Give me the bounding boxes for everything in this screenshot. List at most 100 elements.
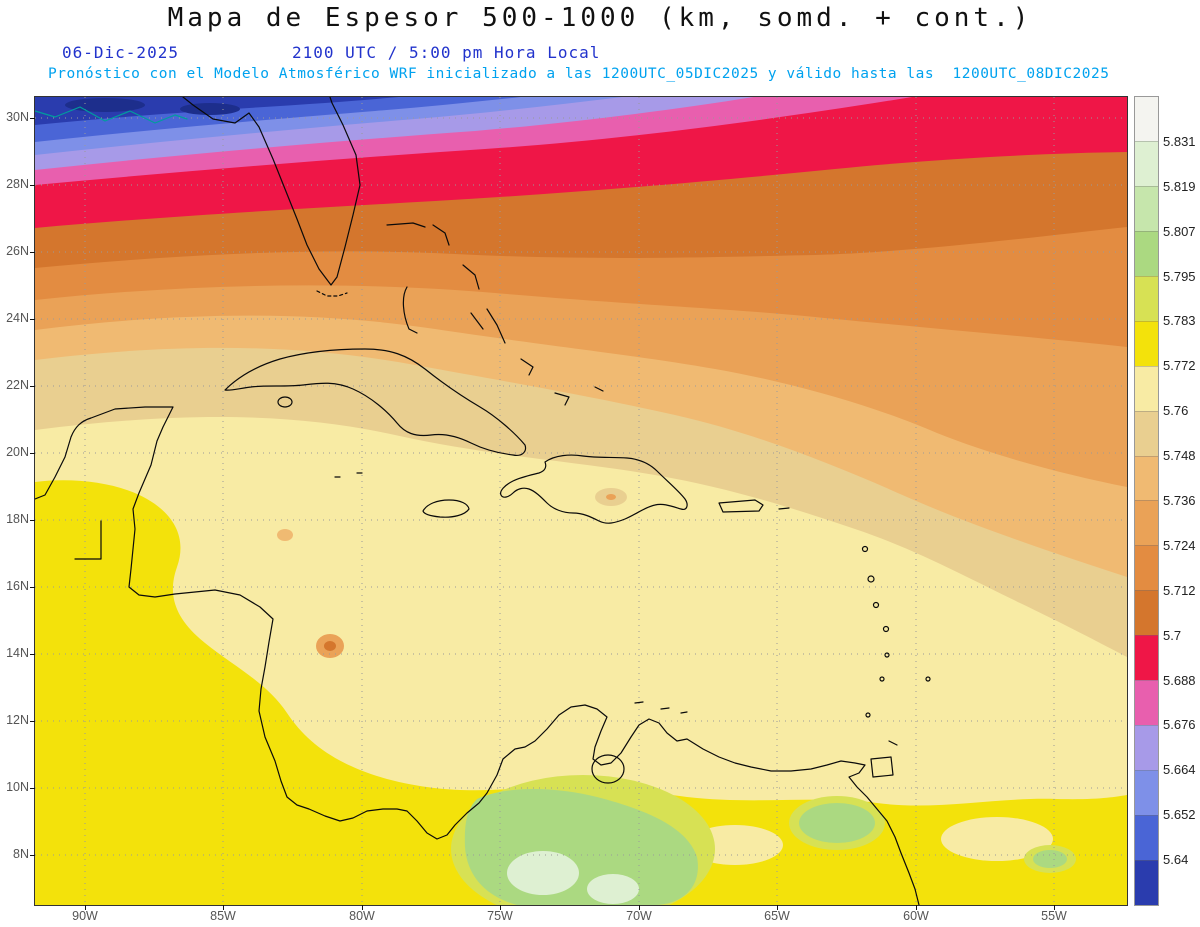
coastline-florida [182,97,361,286]
lat-axis-label: 20N [6,445,29,459]
lat-axis-label: 16N [6,579,29,593]
lon-axis-tick [223,905,224,910]
coastline-abc-islands [634,701,688,714]
colorbar-segment [1135,455,1158,501]
colorbar-segment [1135,500,1158,546]
lon-axis-label: 75W [487,909,513,923]
lat-axis-tick [30,654,35,655]
colorbar-value-label: 5.7 [1163,627,1182,643]
lat-axis-tick [30,520,35,521]
gulf-coast-teal-line [35,106,188,124]
colorbar-value-label: 5.831 [1163,133,1196,149]
band-5.795-5.807 [799,803,875,843]
coastline-florida-keys [316,290,348,297]
colorbar-value-label: 5.748 [1163,448,1196,464]
lon-axis-tick [916,905,917,910]
colorbar-value-label: 5.688 [1163,672,1196,688]
border-belize [74,520,102,560]
coastline-st-lucia [884,652,890,658]
colorbar-value-label: 5.652 [1163,807,1196,823]
colorbar-value-label: 5.664 [1163,762,1196,778]
map-plot-area: Sisπ– ONAMET/REP.DOM. [34,96,1128,906]
coastline-st-vincent [879,676,885,682]
lat-axis-label: 28N [6,177,29,191]
colorbar-value-label: 5.783 [1163,313,1196,329]
coastline-martinique [882,625,890,633]
coastline-virgin-islands [778,507,790,510]
colorbar-segment [1135,320,1158,366]
forecast-model-note: Pronóstico con el Modelo Atmosférico WRF… [48,66,1110,82]
colorbar-segment [1135,230,1158,276]
band-5.795-5.807 [1033,850,1067,868]
lat-axis-tick [30,721,35,722]
coastline-puerto-rico [718,499,764,513]
colorbar-segment [1135,815,1158,860]
lat-axis-label: 14N [6,646,29,660]
orange-spot-inner [324,641,336,651]
lat-axis-tick [30,855,35,856]
colorbar-value-label: 5.772 [1163,358,1196,374]
lat-axis-label: 8N [13,847,29,861]
lon-axis-label: 70W [626,909,652,923]
lat-axis-tick [30,453,35,454]
coastlines [35,97,931,905]
colorbar-segment [1135,275,1158,321]
colorbar-value-label: 5.807 [1163,223,1196,239]
colorbar-legend [1134,96,1159,906]
lon-axis-tick [777,905,778,910]
colorbar-value-label: 5.736 [1163,493,1196,508]
coastline-barbados [925,676,931,682]
lat-axis-label: 22N [6,378,29,392]
gridlines [35,97,1127,905]
orange-speck-hispaniola [606,494,616,500]
lat-axis-tick [30,185,35,186]
colorbar-value-label: 5.676 [1163,717,1196,733]
valid-date-label: 06-Dic-2025 [62,43,179,62]
valid-time-label: 2100 UTC / 5:00 pm Hora Local [292,43,601,62]
lat-axis-label: 10N [6,780,29,794]
lat-axis-label: 12N [6,713,29,727]
thickness-contour-map [35,97,1127,905]
lon-axis-label: 90W [72,909,98,923]
lon-axis-tick [85,905,86,910]
lon-axis-tick [639,905,640,910]
lon-axis-label: 55W [1041,909,1067,923]
coastline-lake-maracaibo [591,754,625,784]
colorbar-value-label: 5.724 [1163,537,1196,553]
band-cream-pocket [941,817,1053,861]
lon-axis-label: 60W [903,909,929,923]
colorbar-value-label: 5.64 [1163,852,1189,868]
colorbar-segment [1135,859,1158,905]
colorbar-segment [1135,97,1158,141]
coastline-grenada [865,712,871,718]
colorbar-segment [1135,725,1158,771]
lat-axis-label: 24N [6,311,29,325]
lon-axis-tick [362,905,363,910]
lat-axis-label: 26N [6,244,29,258]
colorbar-value-label: 5.819 [1163,178,1196,194]
lat-axis-label: 18N [6,512,29,526]
colorbar-value-label: 5.76 [1163,403,1189,419]
lat-axis-tick [30,118,35,119]
band-deep-navy-patch [65,98,145,112]
lon-axis-tick [500,905,501,910]
coastline-antigua [861,545,869,553]
band-5.772-5.783 [35,480,1127,905]
coastline-bahamas [386,222,604,406]
lon-axis-label: 85W [210,909,236,923]
colorbar-segment [1135,545,1158,591]
colorbar-segment [1135,635,1158,681]
colorbar-segment [1135,590,1158,636]
colorbar-segment [1135,140,1158,186]
lon-axis-label: 65W [764,909,790,923]
colorbar-segment [1135,365,1158,411]
coastline-dominica [872,601,880,609]
band-5.807-5.819 [587,874,639,904]
lon-axis-label: 80W [349,909,375,923]
band-deep-navy-patch [180,103,240,115]
coastline-trinidad [870,756,894,778]
colorbar-segment [1135,770,1158,815]
coastline-central-south-america [35,406,920,905]
lat-axis-tick [30,587,35,588]
